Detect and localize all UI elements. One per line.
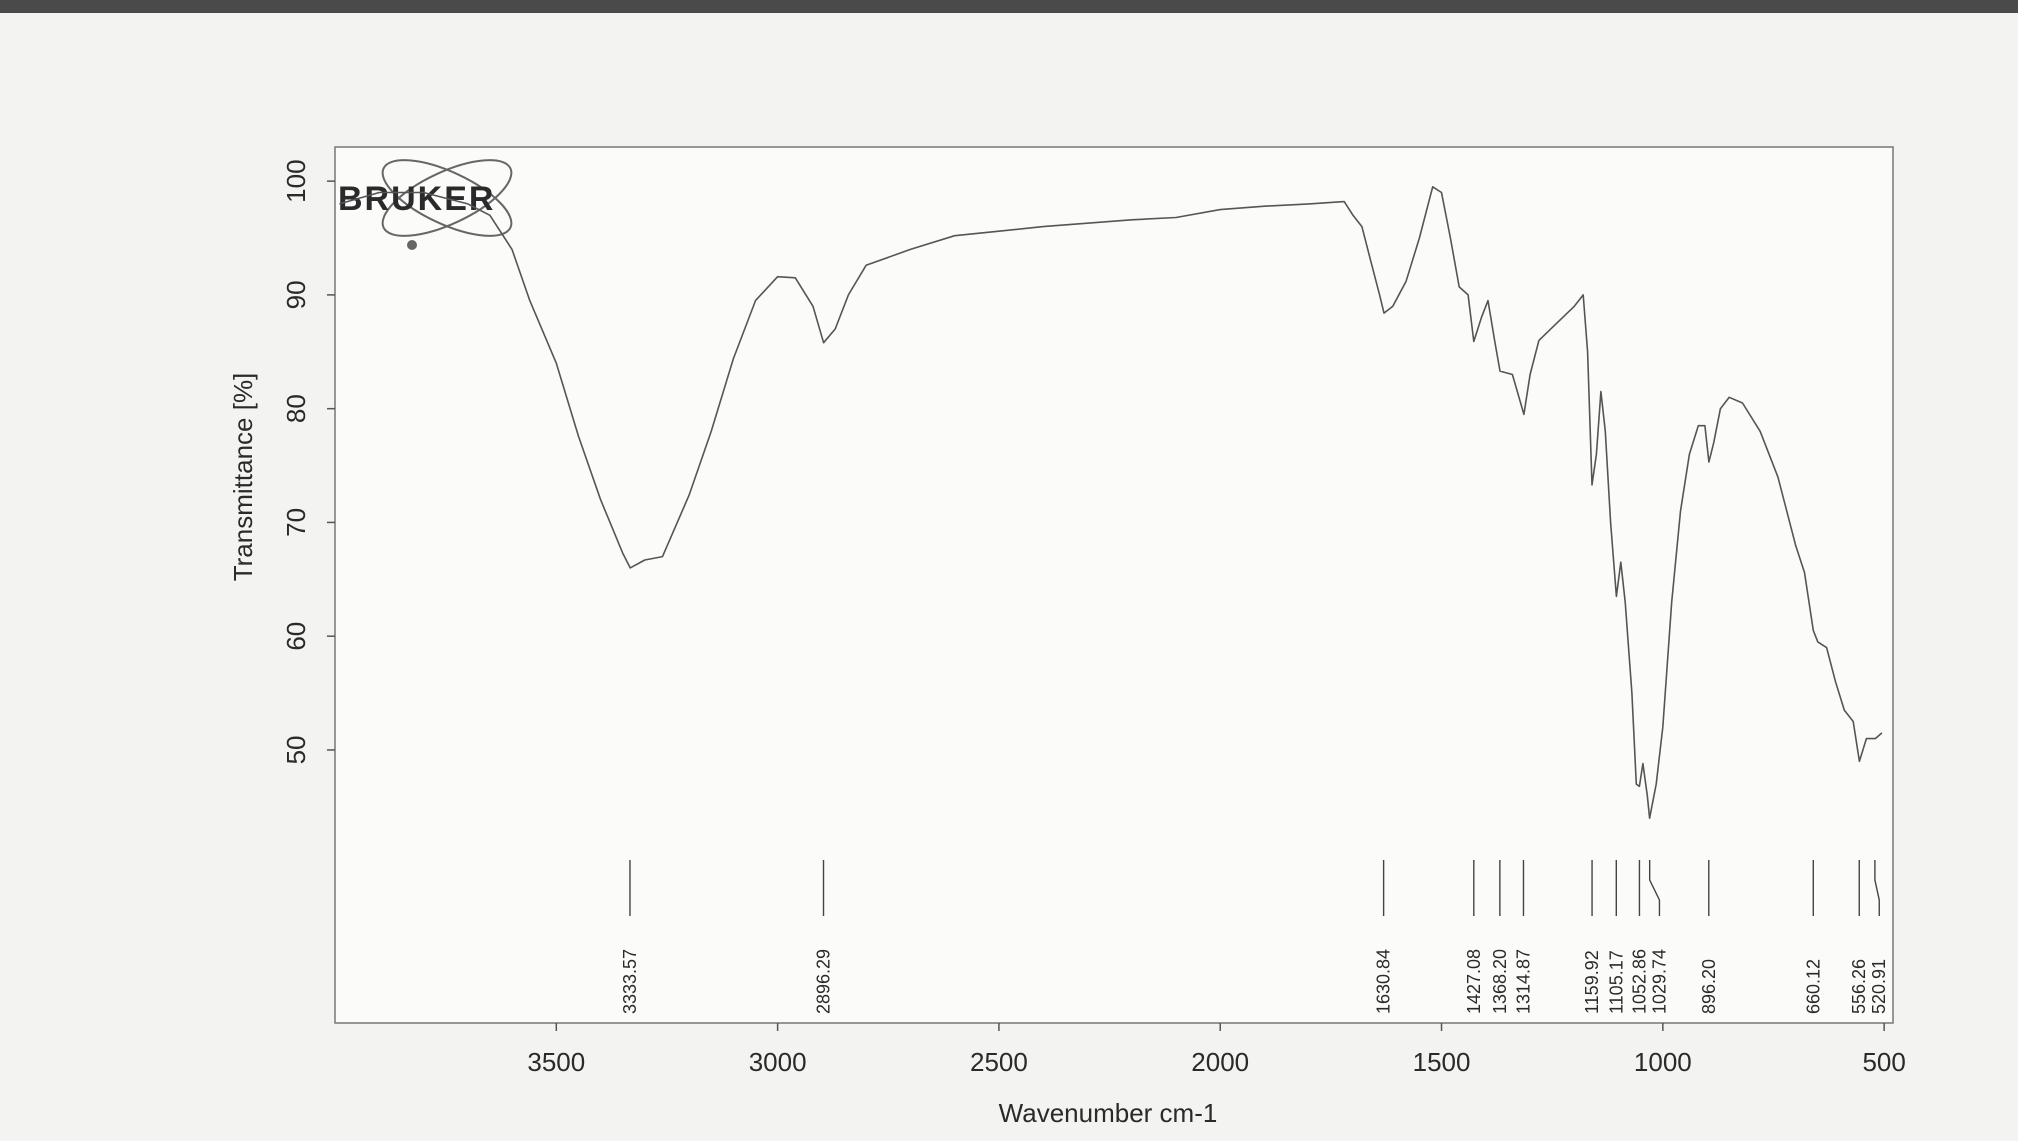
x-tick-label: 1500 [1413, 1047, 1471, 1077]
y-axis-title: Transmittance [%] [228, 373, 258, 582]
y-tick-label: 80 [281, 394, 311, 423]
x-axis-title: Wavenumber cm-1 [999, 1098, 1218, 1128]
x-tick-label: 3500 [527, 1047, 585, 1077]
peak-label: 1630.84 [1374, 949, 1394, 1014]
peak-marker [1874, 860, 1880, 916]
peak-label: 1368.20 [1490, 949, 1510, 1014]
peak-label: 2896.29 [814, 949, 834, 1014]
logo: BRUKER [338, 159, 513, 250]
y-tick-label: 100 [281, 159, 311, 202]
spectrum-line [339, 186, 1883, 819]
y-tick-label: 50 [281, 736, 311, 765]
scan-edge [0, 0, 2018, 13]
peak-label: 1029.74 [1649, 949, 1669, 1014]
peak-label: 3333.57 [620, 949, 640, 1014]
logo-orbit [381, 159, 513, 237]
peak-label: 1427.08 [1464, 949, 1484, 1014]
y-tick-label: 70 [281, 508, 311, 537]
peak-label: 1314.87 [1513, 949, 1533, 1014]
peak-label: 1105.17 [1606, 950, 1626, 1014]
peak-label: 1159.92 [1582, 950, 1602, 1014]
peak-label: 896.20 [1699, 959, 1719, 1014]
peak-label: 660.12 [1803, 959, 1823, 1014]
x-tick-label: 1000 [1634, 1047, 1692, 1077]
plot-area [334, 146, 1894, 1024]
y-tick-label: 60 [281, 622, 311, 651]
logo-text: BRUKER [338, 180, 495, 218]
logo-orbit [381, 159, 513, 237]
peak-label: 556.26 [1849, 959, 1869, 1014]
y-tick-label: 90 [281, 280, 311, 309]
x-tick-label: 500 [1862, 1047, 1905, 1077]
peak-label: 520.91 [1869, 959, 1889, 1014]
peak-marker [1648, 860, 1661, 916]
x-tick-label: 3000 [749, 1047, 807, 1077]
logo-dot [407, 240, 417, 250]
peak-label: 1052.86 [1629, 949, 1649, 1014]
x-tick-label: 2000 [1191, 1047, 1249, 1077]
x-tick-label: 2500 [970, 1047, 1028, 1077]
